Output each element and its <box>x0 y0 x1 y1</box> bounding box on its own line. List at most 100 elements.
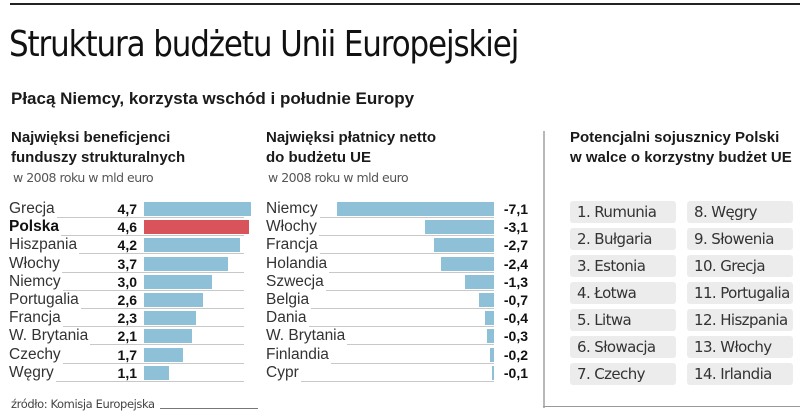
row-leader-line <box>266 253 494 255</box>
bar <box>144 202 251 216</box>
row-leader-line <box>9 308 244 309</box>
payers-row: Finlandia -0,2 <box>266 345 528 365</box>
bar <box>337 202 494 216</box>
row-value-label: 3,7 <box>115 255 137 272</box>
bar <box>434 238 494 253</box>
ally-item: 10. Grecja <box>687 255 793 277</box>
bar <box>425 220 494 235</box>
allies-title: Potencjalni sojusznicy Polski w walce o … <box>570 128 792 168</box>
row-leader-line <box>266 271 494 273</box>
ally-item: 7. Czechy <box>570 363 676 385</box>
ally-item: 2. Bułgaria <box>570 228 676 250</box>
top-rule <box>10 3 800 5</box>
beneficiaries-row: Francja 2,3 <box>9 309 254 328</box>
bar <box>465 274 494 289</box>
ally-item: 14. Irlandia <box>687 363 793 385</box>
row-leader-line <box>266 217 494 218</box>
row-leader-line <box>9 380 244 382</box>
payers-title-line-1: Najwięksi płatnicy netto <box>266 129 437 146</box>
row-value-label: -7,1 <box>503 201 528 217</box>
payers-row: Dania -0,4 <box>266 309 528 328</box>
row-label: Szwecja <box>266 272 326 291</box>
beneficiaries-row: Hiszpania 4,2 <box>9 236 254 255</box>
ally-item: 11. Portugalia <box>687 282 793 304</box>
beneficiaries-title: Najwięksi beneficjenci funduszy struktur… <box>11 128 185 168</box>
beneficiaries-subtitle: w 2008 roku w mld euro <box>13 170 154 185</box>
row-label: Francja <box>266 236 320 255</box>
row-leader-line <box>9 326 244 328</box>
payers-title-line-2: do budżetu UE <box>266 149 371 166</box>
payers-title: Najwięksi płatnicy netto do budżetu UE <box>266 128 436 168</box>
row-leader-line <box>266 362 494 364</box>
ally-item: 4. Łotwa <box>570 282 676 304</box>
row-value-label: -1,3 <box>503 273 528 290</box>
row-value-label: 2,6 <box>115 292 137 308</box>
bar <box>144 293 204 307</box>
ally-item: 9. Słowenia <box>687 228 793 250</box>
ally-item: 8. Węgry <box>687 201 793 223</box>
bar <box>144 256 229 271</box>
row-label: Finlandia <box>266 345 331 364</box>
payers-row: Niemcy -7,1 <box>266 200 528 219</box>
bar <box>487 329 494 344</box>
beneficiaries-row: Węgry 1,1 <box>9 363 254 383</box>
row-leader-line <box>266 235 494 237</box>
beneficiaries-row: Czechy 1,7 <box>9 345 254 365</box>
row-leader-line <box>9 362 244 364</box>
bar <box>144 347 183 362</box>
row-value-label: -3,1 <box>503 219 528 236</box>
ally-item: 5. Litwa <box>570 309 676 331</box>
ally-item: 1. Rumunia <box>570 201 676 223</box>
row-leader-line <box>266 289 494 291</box>
row-leader-line <box>9 253 244 255</box>
beneficiaries-row: Grecja 4,7 <box>9 200 254 219</box>
payers-row: Holandia -2,4 <box>266 254 528 274</box>
payers-row: Włochy -3,1 <box>266 218 528 237</box>
beneficiaries-row: Niemcy 3,0 <box>9 272 254 292</box>
source-rule <box>160 408 258 409</box>
row-value-label: 2,1 <box>115 328 137 345</box>
beneficiaries-row: W. Brytania 2,1 <box>9 327 254 346</box>
row-label: Dania <box>266 309 309 328</box>
beneficiaries-title-line-1: Najwięksi beneficjenci <box>11 129 171 146</box>
row-label: W. Brytania <box>9 327 91 346</box>
page-subtitle: Płacą Niemcy, korzysta wschód i południe… <box>11 89 415 108</box>
beneficiaries-title-line-2: funduszy strukturalnych <box>11 149 186 166</box>
ally-item: 12. Hiszpania <box>687 309 793 331</box>
payers-row: W. Brytania -0,3 <box>266 327 528 346</box>
row-leader-line <box>9 235 244 237</box>
ally-item: 3. Estonia <box>570 255 676 277</box>
bar <box>144 365 170 380</box>
row-value-label: -0,1 <box>503 364 528 381</box>
row-value-label: -0,3 <box>503 328 528 345</box>
source-note: źródło: Komisja Europejska <box>11 397 155 411</box>
row-label: Niemcy <box>266 200 320 218</box>
payers-row: Belgia -0,7 <box>266 291 528 310</box>
beneficiaries-row: Włochy 3,7 <box>9 254 254 274</box>
row-value-label: -2,7 <box>503 237 528 254</box>
allies-title-line-2: w walce o korzystny budżet UE <box>570 149 792 166</box>
payers-subtitle: w 2008 roku w mld euro <box>268 170 409 185</box>
row-label: Cypr <box>266 363 301 382</box>
bar <box>491 365 494 380</box>
row-value-label: -0,4 <box>503 310 528 327</box>
row-leader-line <box>9 344 244 346</box>
row-leader-line <box>266 308 494 309</box>
payers-row: Francja -2,7 <box>266 236 528 255</box>
row-label: Francja <box>9 309 63 328</box>
bar <box>144 238 240 253</box>
row-label: Belgia <box>266 291 312 309</box>
row-leader-line <box>266 380 494 382</box>
allies-title-line-1: Potencjalni sojusznicy Polski <box>570 129 780 146</box>
page-title: Struktura budżetu Unii Europejskiej <box>9 24 519 65</box>
bottom-rule <box>543 406 800 407</box>
ally-item: 13. Włochy <box>687 336 793 358</box>
row-label: Polska <box>9 218 61 237</box>
row-value-label: -2,4 <box>503 255 528 272</box>
bar <box>144 220 249 235</box>
bar <box>478 293 494 307</box>
beneficiaries-row: Portugalia 2,6 <box>9 291 254 310</box>
row-value-label: -0,2 <box>503 346 528 363</box>
payers-row: Cypr -0,1 <box>266 363 528 383</box>
row-value-label: 4,6 <box>115 219 137 236</box>
